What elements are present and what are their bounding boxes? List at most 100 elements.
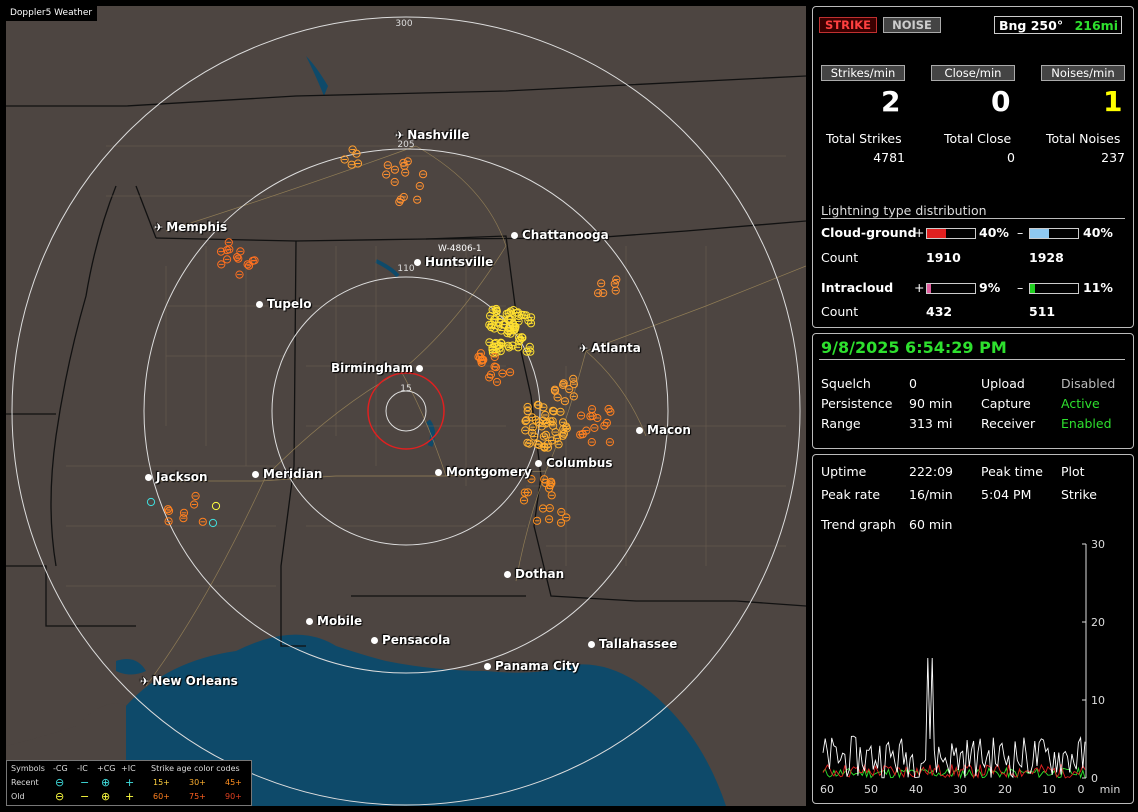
noises-per-min-value: 1: [1103, 85, 1123, 118]
ic-count-label: Count: [821, 304, 859, 319]
range-rings: [11, 16, 801, 806]
strike-marker: [535, 418, 544, 427]
uptime-value: 222:09: [909, 464, 953, 479]
strike-marker: [547, 436, 557, 445]
distribution-title: Lightning type distribution: [821, 203, 987, 218]
strike-marker: [347, 160, 356, 169]
bearing-value: Bng 250°: [999, 18, 1064, 33]
strike-marker: [562, 422, 571, 431]
city-name: Tupelo: [267, 297, 312, 311]
strike-marker: [520, 488, 529, 497]
strike-button[interactable]: STRIKE: [819, 17, 877, 33]
strike-marker: [519, 496, 529, 505]
gulf-water: [126, 634, 726, 806]
strike-marker: [528, 423, 537, 432]
strike-marker: [577, 411, 586, 420]
strike-marker: [612, 275, 621, 284]
cg-negative-count: 1928: [1029, 250, 1064, 265]
x-tick-40: 40: [909, 783, 923, 796]
strike-marker: [610, 279, 619, 288]
plot-value: Strike: [1061, 487, 1097, 502]
city-huntsville: Huntsville: [414, 255, 493, 269]
status-divider: [819, 359, 1125, 360]
strike-marker: [569, 374, 578, 383]
city-macon: Macon: [636, 423, 691, 437]
county-lines: [66, 145, 786, 587]
strike-marker: [243, 260, 252, 269]
strike-marker: [525, 439, 534, 448]
strike-marker: [419, 170, 428, 179]
city-name: Mobile: [317, 614, 363, 628]
strike-marker: [211, 501, 221, 511]
city-name: Pensacola: [382, 633, 451, 647]
city-memphis: ✈ Memphis: [154, 220, 227, 234]
noises-per-min-header[interactable]: Noises/min: [1041, 65, 1125, 81]
strike-marker: [390, 177, 399, 187]
strike-marker: [526, 319, 536, 328]
trend-line: [822, 657, 1086, 779]
total-strikes-label: Total Strikes: [826, 131, 902, 146]
strike-marker: [353, 159, 363, 168]
legend-recent-neg-ic-icon: −: [80, 776, 90, 789]
city-dot-icon: [535, 460, 542, 467]
map-canvas: 300 205 110 15 W-4806-1: [6, 16, 806, 806]
strike-marker: [179, 508, 189, 517]
x-unit: min: [1100, 783, 1121, 796]
strike-marker: [505, 323, 515, 332]
legend-age-45: 45+: [225, 778, 242, 787]
legend-age-75: 75+: [189, 792, 206, 801]
city-dot-icon: [371, 637, 378, 644]
strike-marker: [488, 348, 497, 357]
strike-marker: [487, 320, 496, 329]
city-dot-icon: [588, 641, 595, 648]
strike-marker: [146, 497, 156, 507]
strikes-per-min-value: 2: [881, 85, 901, 118]
trend-graph: 30 20 10 0 60 50 40 30 20 10 0 min: [820, 538, 1121, 796]
x-tick-20: 20: [998, 783, 1012, 796]
strike-marker: [390, 165, 399, 174]
strike-marker: [506, 368, 515, 377]
persistence-label: Persistence: [821, 396, 893, 411]
map-title: Doppler5 Weather: [6, 6, 98, 21]
legend-recent-pos-ic-icon: +: [125, 776, 135, 789]
ic-negative-count: 511: [1029, 304, 1056, 319]
strike-markers: [146, 145, 621, 528]
city-name: Nashville: [407, 128, 470, 142]
strike-marker: [597, 279, 606, 288]
ic-positive-pct: 9%: [979, 280, 1001, 295]
capture-label: Capture: [981, 396, 1031, 411]
legend-old-pos-ic-icon: +: [125, 790, 135, 803]
strike-marker: [539, 403, 548, 412]
distance-value: 216mi: [1074, 18, 1118, 33]
b_icp-fill: [927, 284, 931, 293]
strike-marker: [504, 324, 513, 333]
airport-icon: ✈: [579, 342, 589, 355]
total-strikes-value: 4781: [873, 150, 905, 165]
strike-marker: [190, 500, 199, 509]
persistence-value: 90 min: [909, 396, 953, 411]
strikes-per-min-header[interactable]: Strikes/min: [821, 65, 905, 81]
strike-marker: [600, 421, 609, 430]
x-tick-10: 10: [1042, 783, 1056, 796]
strike-marker: [495, 317, 504, 327]
strike-marker: [490, 352, 499, 362]
strike-marker: [533, 516, 542, 525]
city-name: Jackson: [156, 470, 208, 484]
y-tick-30: 30: [1091, 538, 1105, 551]
city-name: Tallahassee: [599, 637, 678, 651]
city-montgomery: Montgomery: [435, 465, 532, 479]
ring-labels: 300 205 110 15: [395, 19, 414, 394]
city-name: Chattanooga: [522, 228, 609, 242]
radar-map[interactable]: 300 205 110 15 W-4806-1 Doppler5 Weather…: [6, 6, 806, 806]
x-tick-50: 50: [864, 783, 878, 796]
city-dot-icon: [636, 427, 643, 434]
strike-marker: [604, 404, 613, 414]
strike-marker: [554, 440, 563, 449]
strike-marker: [510, 325, 519, 334]
noise-button[interactable]: NOISE: [883, 17, 941, 33]
b_icn-fill: [1030, 284, 1035, 293]
strike-marker: [546, 417, 555, 426]
strike-marker: [179, 514, 188, 523]
legend-old-neg-ic-icon: −: [80, 790, 90, 803]
close-per-min-header[interactable]: Close/min: [931, 65, 1015, 81]
